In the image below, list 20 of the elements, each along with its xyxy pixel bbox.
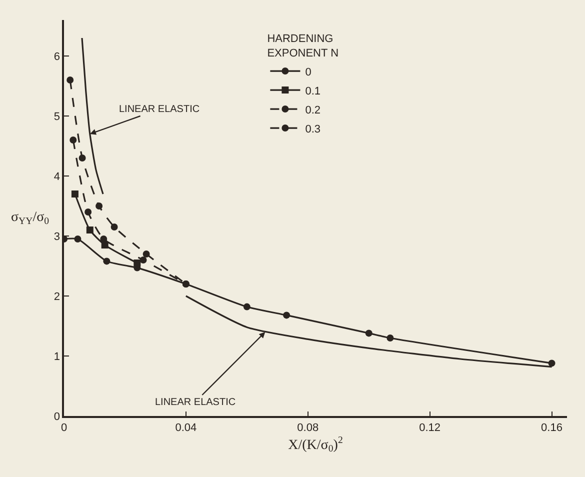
y-tick-label: 0	[54, 410, 60, 423]
y-axis-title: σ$_{YY}$/σ$_{0}$	[11, 210, 50, 227]
legend-title: HARDENING EXPONENT N	[267, 33, 339, 60]
y-tick-label: 1	[54, 350, 60, 363]
y-tick-label: 6	[54, 50, 60, 63]
y-tick-label: 4	[54, 170, 60, 183]
legend-label: 0.1	[305, 85, 320, 98]
y-tick-label: 2	[54, 290, 60, 303]
y-tick-label: 5	[54, 110, 60, 123]
x-tick-label: 0.08	[297, 422, 319, 434]
legend-label: 0.3	[305, 123, 320, 136]
y-tick-label: 3	[54, 230, 60, 243]
legend-label: 0.2	[305, 104, 320, 116]
legend-label: 0	[305, 66, 312, 78]
annotation: LINEAR ELASTIC	[155, 397, 236, 408]
x-axis-title: X/(K/σ$_{0}$)$^{2}$	[288, 434, 343, 455]
x-tick-label: 0.04	[175, 422, 197, 434]
x-tick-label: 0.12	[419, 422, 441, 434]
x-tick-label: 0.16	[541, 422, 562, 434]
annotation: LINEAR ELASTIC	[119, 104, 200, 115]
